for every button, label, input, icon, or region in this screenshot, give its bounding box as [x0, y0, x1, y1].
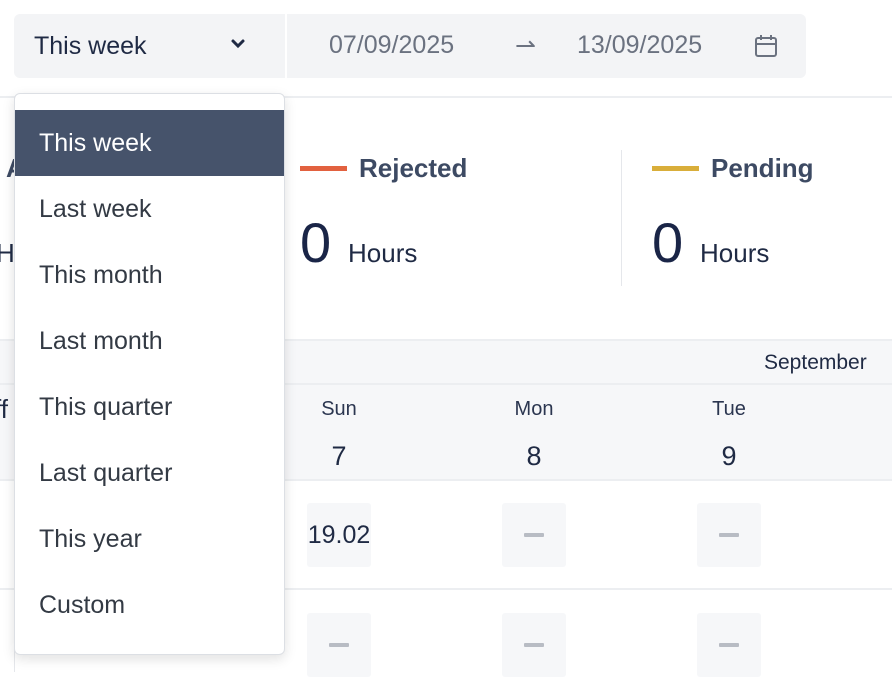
- option-last-month[interactable]: Last month: [39, 326, 163, 355]
- chevron-down-icon: [231, 39, 245, 49]
- start-date[interactable]: 07/09/2025: [329, 31, 455, 59]
- empty-dash-icon: [329, 643, 349, 647]
- calendar-icon[interactable]: [753, 33, 779, 59]
- pending-value: 0: [652, 211, 684, 274]
- timesheet-cell-empty[interactable]: [502, 613, 566, 677]
- month-label: September: [764, 351, 867, 374]
- end-date[interactable]: 13/09/2025: [577, 31, 703, 59]
- cell-value: 19.02: [307, 520, 371, 549]
- empty-dash-icon: [719, 643, 739, 647]
- rejected-unit: Hours: [348, 238, 418, 268]
- timesheet-cell[interactable]: 19.02: [307, 503, 371, 567]
- option-this-month[interactable]: This month: [39, 260, 163, 289]
- timesheet-cell-empty[interactable]: [502, 503, 566, 567]
- option-this-quarter[interactable]: This quarter: [39, 392, 173, 421]
- divider: [0, 96, 892, 98]
- period-dropdown-menu: This week Last week This month Last mont…: [14, 93, 285, 655]
- period-select[interactable]: This week: [14, 14, 285, 78]
- range-arrow-icon: ⇀: [515, 32, 536, 60]
- pending-unit: Hours: [700, 238, 770, 268]
- option-last-week[interactable]: Last week: [39, 194, 152, 223]
- option-last-quarter[interactable]: Last quarter: [39, 458, 173, 487]
- obscured-column-label: ff: [0, 394, 8, 424]
- day-num-mon: 8: [526, 441, 542, 471]
- stat-divider: [621, 150, 622, 286]
- timesheet-cell-empty[interactable]: [697, 613, 761, 677]
- empty-dash-icon: [719, 533, 739, 537]
- empty-dash-icon: [524, 533, 544, 537]
- rejected-label: Rejected: [359, 153, 468, 183]
- day-name-mon: Mon: [514, 398, 554, 420]
- obscured-unit: H: [0, 238, 15, 268]
- day-name-tue: Tue: [712, 398, 746, 420]
- empty-dash-icon: [524, 643, 544, 647]
- period-select-value: This week: [34, 31, 147, 60]
- pending-label: Pending: [711, 153, 814, 183]
- day-name-sun: Sun: [321, 398, 357, 420]
- timesheet-cell-empty[interactable]: [697, 503, 761, 567]
- timesheet-cell-empty[interactable]: [307, 613, 371, 677]
- pending-color-bar: [652, 166, 699, 171]
- option-this-week[interactable]: This week: [15, 110, 284, 176]
- option-this-year[interactable]: This year: [39, 524, 142, 553]
- date-range-picker[interactable]: 07/09/2025 ⇀ 13/09/2025: [287, 14, 806, 78]
- rejected-value: 0: [300, 211, 332, 274]
- rejected-color-bar: [300, 166, 347, 171]
- day-num-tue: 9: [721, 441, 737, 471]
- option-custom[interactable]: Custom: [39, 590, 126, 619]
- row-divider: [0, 588, 892, 590]
- day-num-sun: 7: [331, 441, 347, 471]
